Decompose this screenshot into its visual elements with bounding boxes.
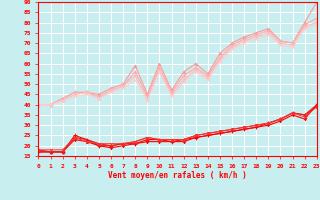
X-axis label: Vent moyen/en rafales ( km/h ): Vent moyen/en rafales ( km/h ): [108, 171, 247, 180]
